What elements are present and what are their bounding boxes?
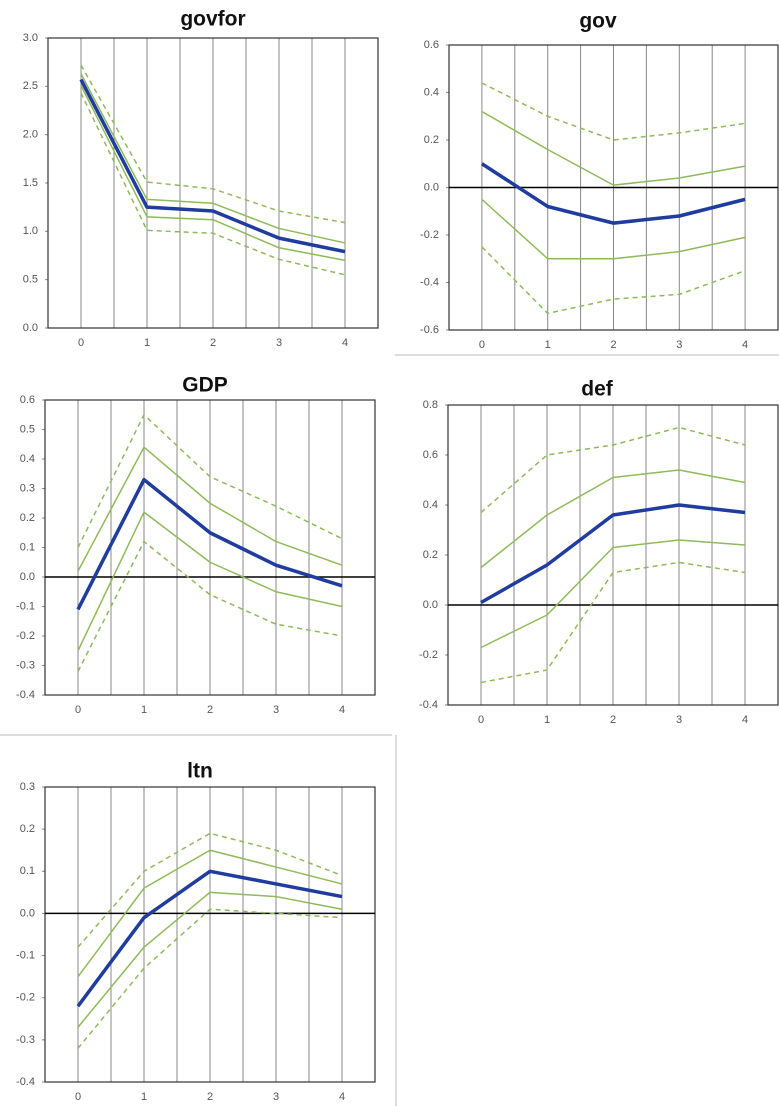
series-line <box>80 73 346 244</box>
y-tick-label: 0.8 <box>423 399 438 411</box>
series-line <box>481 82 746 141</box>
y-tick-label: 0.0 <box>424 181 439 193</box>
plot-frame <box>44 399 376 696</box>
y-tick-label: 0.2 <box>20 823 35 835</box>
x-tick-label: 3 <box>273 704 279 716</box>
x-tick-label: 3 <box>676 339 682 351</box>
y-tick-label: 1.0 <box>23 225 38 237</box>
series-line <box>481 110 746 186</box>
series-line <box>480 469 746 569</box>
series-line <box>80 85 346 262</box>
y-tick-label: -0.1 <box>16 600 35 612</box>
chart-title: gov <box>579 10 617 33</box>
y-tick-label: 0.6 <box>424 39 439 51</box>
x-tick-label: 2 <box>610 714 616 726</box>
x-tick-label: 4 <box>339 704 345 716</box>
series-line <box>77 908 343 1049</box>
x-tick-label: 3 <box>273 1091 279 1103</box>
plot-frame <box>47 37 379 329</box>
x-tick-label: 2 <box>207 1091 213 1103</box>
series-line <box>480 162 746 225</box>
plot-frame <box>44 786 376 1083</box>
y-tick-label: 0.0 <box>423 599 438 611</box>
series-line <box>77 540 343 672</box>
x-tick-label: 3 <box>276 337 282 349</box>
y-tick-label: 0.4 <box>20 453 35 465</box>
x-tick-label: 1 <box>544 714 550 726</box>
series-line <box>76 869 343 1008</box>
plot-frame <box>447 404 779 706</box>
series-line <box>77 891 343 1028</box>
chart-title: ltn <box>187 760 213 783</box>
y-tick-label: -0.2 <box>16 992 35 1004</box>
y-tick-label: 0.4 <box>423 499 438 511</box>
y-tick-label: 0.6 <box>423 449 438 461</box>
series-line <box>77 849 343 978</box>
x-tick-label: 1 <box>144 337 150 349</box>
series-line <box>481 198 746 260</box>
series-line <box>79 78 346 254</box>
series-line <box>77 832 343 948</box>
series-line <box>80 92 346 276</box>
series-line <box>77 414 343 548</box>
y-tick-label: 2.0 <box>23 129 38 141</box>
x-tick-label: 4 <box>342 337 348 349</box>
y-tick-label: 0.5 <box>23 274 38 286</box>
x-tick-label: 2 <box>610 339 616 351</box>
y-tick-label: -0.4 <box>420 276 439 288</box>
y-tick-label: -0.2 <box>16 630 35 642</box>
y-tick-label: -0.4 <box>16 689 35 701</box>
x-tick-label: 4 <box>339 1091 345 1103</box>
y-tick-label: 0.2 <box>424 134 439 146</box>
y-tick-label: 0.3 <box>20 781 35 793</box>
x-tick-label: 4 <box>742 714 748 726</box>
series-line <box>480 539 746 649</box>
series-line <box>76 477 343 611</box>
x-tick-label: 2 <box>207 704 213 716</box>
y-tick-label: 0.0 <box>23 322 38 334</box>
y-tick-label: 0.0 <box>20 907 35 919</box>
y-tick-label: 2.5 <box>23 80 38 92</box>
y-tick-label: -0.2 <box>420 229 439 241</box>
y-tick-label: -0.4 <box>16 1076 35 1088</box>
y-tick-label: 0.1 <box>20 541 35 553</box>
y-tick-label: 0.3 <box>20 482 35 494</box>
y-tick-label: 0.0 <box>20 571 35 583</box>
x-tick-label: 1 <box>141 704 147 716</box>
x-tick-label: 4 <box>742 339 748 351</box>
x-tick-label: 0 <box>75 704 81 716</box>
series-line <box>480 561 746 684</box>
chart-title: govfor <box>180 8 245 31</box>
y-tick-label: -0.1 <box>16 949 35 961</box>
y-tick-label: 0.2 <box>423 549 438 561</box>
y-tick-label: 0.4 <box>424 86 439 98</box>
x-tick-label: 3 <box>676 714 682 726</box>
y-tick-label: -0.2 <box>419 649 438 661</box>
series-line <box>77 511 343 652</box>
series-line <box>80 64 346 224</box>
series-line <box>77 446 343 572</box>
y-tick-label: -0.4 <box>419 699 438 711</box>
x-tick-label: 2 <box>210 337 216 349</box>
y-tick-label: 0.6 <box>20 394 35 406</box>
x-tick-label: 1 <box>545 339 551 351</box>
series-line <box>480 503 746 605</box>
y-tick-label: -0.3 <box>16 1034 35 1046</box>
x-tick-label: 0 <box>75 1091 81 1103</box>
chart-title: GDP <box>182 374 228 397</box>
y-tick-label: -0.3 <box>16 659 35 671</box>
y-tick-label: 0.1 <box>20 865 35 877</box>
y-tick-label: -0.6 <box>420 324 439 336</box>
x-tick-label: 0 <box>478 714 484 726</box>
chart-title: def <box>581 378 614 401</box>
series-line <box>480 426 746 514</box>
x-tick-label: 0 <box>479 339 485 351</box>
y-tick-label: 1.5 <box>23 177 38 189</box>
x-tick-label: 1 <box>141 1091 147 1103</box>
y-tick-label: 0.5 <box>20 423 35 435</box>
x-tick-label: 0 <box>78 337 84 349</box>
y-tick-label: 3.0 <box>23 32 38 44</box>
y-tick-label: 0.2 <box>20 512 35 524</box>
